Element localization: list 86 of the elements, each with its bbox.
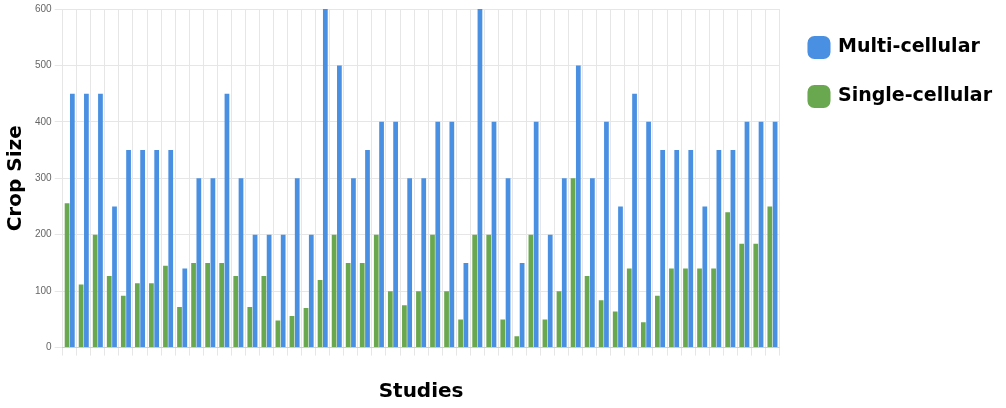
bar (674, 150, 680, 348)
bar (632, 93, 637, 348)
bar (140, 150, 145, 348)
bar (430, 234, 435, 348)
y-axis-title: Crop Size (2, 125, 27, 232)
bar (168, 150, 174, 348)
bar (402, 305, 407, 348)
bar (373, 234, 379, 348)
bar (84, 93, 89, 348)
bar (126, 150, 131, 348)
bar (149, 283, 154, 348)
bar (547, 234, 553, 348)
y-tick-label: 600 (35, 2, 53, 14)
bar (163, 265, 168, 348)
bar (725, 212, 731, 348)
bar (640, 322, 646, 348)
bar (669, 268, 674, 348)
y-tick-label: 200 (35, 228, 53, 240)
bar (646, 121, 651, 348)
bar (196, 178, 202, 348)
bar (205, 262, 210, 348)
bar (533, 121, 539, 348)
bar (345, 262, 351, 348)
bar (112, 206, 117, 348)
bar (261, 275, 267, 348)
y-tick-label: 100 (35, 284, 53, 296)
bar (92, 234, 98, 348)
y-tick-label: 0 (46, 341, 53, 353)
bar (393, 121, 398, 348)
bar (280, 234, 286, 348)
bar (407, 178, 413, 348)
bar (351, 178, 356, 348)
bar (233, 275, 239, 348)
bar (435, 121, 441, 348)
bar (98, 93, 103, 348)
bar (590, 178, 595, 348)
bar (697, 268, 702, 348)
bar (294, 178, 300, 348)
bar (458, 319, 463, 348)
bar (387, 291, 393, 348)
bar (472, 234, 478, 348)
legend-label: Single-cellular (837, 83, 993, 106)
bar (561, 178, 567, 348)
y-tick-label: 300 (35, 172, 53, 184)
bar (106, 275, 112, 348)
bar (365, 150, 370, 348)
bar (120, 295, 126, 348)
bar (604, 121, 609, 348)
bar (416, 291, 421, 348)
bar (134, 283, 140, 348)
bar (421, 178, 427, 348)
bar (702, 206, 708, 348)
bar (739, 243, 745, 348)
bar (177, 306, 182, 348)
x-axis-title: Studies (378, 378, 464, 403)
bar (753, 243, 759, 348)
bar (575, 65, 581, 348)
bar (182, 268, 188, 348)
bar (598, 300, 604, 348)
bar (612, 311, 618, 348)
bar (337, 65, 342, 348)
bar (683, 268, 688, 348)
bar (219, 262, 225, 348)
bar (514, 336, 520, 348)
legend-label: Multi-cellular (837, 34, 981, 57)
bar (359, 262, 365, 348)
bar (688, 150, 694, 348)
bar (379, 121, 384, 348)
bar (69, 93, 75, 348)
bar (500, 319, 506, 348)
bar (711, 268, 716, 348)
bar (655, 295, 660, 348)
bar (449, 121, 455, 348)
y-tick-label: 400 (35, 115, 53, 127)
bar (191, 262, 196, 348)
bar (444, 291, 449, 348)
bar (247, 306, 253, 348)
bar (486, 234, 492, 348)
bar (154, 150, 160, 348)
bar (767, 206, 773, 348)
bar (626, 268, 632, 348)
y-tick-label: 500 (35, 59, 53, 71)
bar (660, 150, 666, 348)
bar (618, 206, 623, 348)
bar (308, 234, 314, 348)
bar (78, 284, 84, 348)
